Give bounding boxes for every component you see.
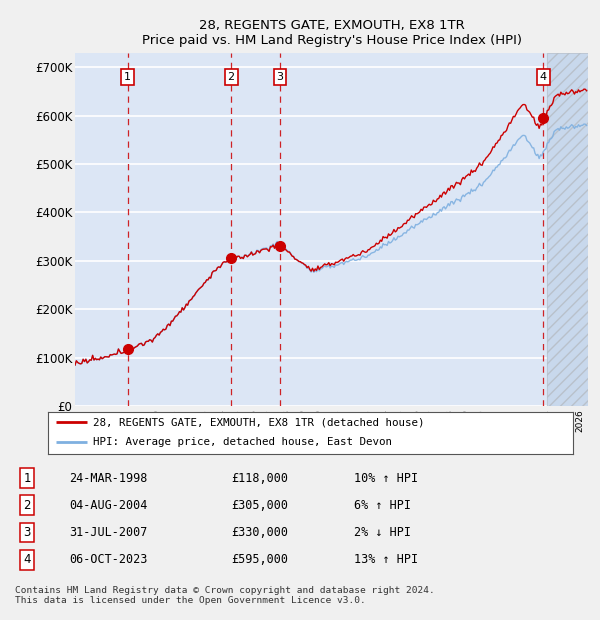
Text: 06-OCT-2023: 06-OCT-2023 [69, 554, 148, 566]
Text: 2: 2 [23, 499, 31, 511]
Text: 4: 4 [540, 72, 547, 82]
Text: 04-AUG-2004: 04-AUG-2004 [69, 499, 148, 511]
Text: 13% ↑ HPI: 13% ↑ HPI [354, 554, 418, 566]
Text: £330,000: £330,000 [231, 526, 288, 539]
Title: 28, REGENTS GATE, EXMOUTH, EX8 1TR
Price paid vs. HM Land Registry's House Price: 28, REGENTS GATE, EXMOUTH, EX8 1TR Price… [142, 19, 521, 47]
Text: £305,000: £305,000 [231, 499, 288, 511]
Text: £595,000: £595,000 [231, 554, 288, 566]
Text: 2% ↓ HPI: 2% ↓ HPI [354, 526, 411, 539]
Text: 3: 3 [23, 526, 31, 539]
Text: Contains HM Land Registry data © Crown copyright and database right 2024.
This d: Contains HM Land Registry data © Crown c… [15, 586, 435, 605]
Text: 24-MAR-1998: 24-MAR-1998 [69, 472, 148, 484]
Text: 1: 1 [124, 72, 131, 82]
Text: 1: 1 [23, 472, 31, 484]
Text: 28, REGENTS GATE, EXMOUTH, EX8 1TR (detached house): 28, REGENTS GATE, EXMOUTH, EX8 1TR (deta… [92, 417, 424, 427]
Text: 3: 3 [277, 72, 283, 82]
Text: HPI: Average price, detached house, East Devon: HPI: Average price, detached house, East… [92, 437, 392, 447]
Bar [547, 53, 588, 406]
Text: 10% ↑ HPI: 10% ↑ HPI [354, 472, 418, 484]
Text: 31-JUL-2007: 31-JUL-2007 [69, 526, 148, 539]
Text: 6% ↑ HPI: 6% ↑ HPI [354, 499, 411, 511]
Bar [547, 53, 588, 406]
Text: 2: 2 [227, 72, 235, 82]
Text: 4: 4 [23, 554, 31, 566]
Text: £118,000: £118,000 [231, 472, 288, 484]
